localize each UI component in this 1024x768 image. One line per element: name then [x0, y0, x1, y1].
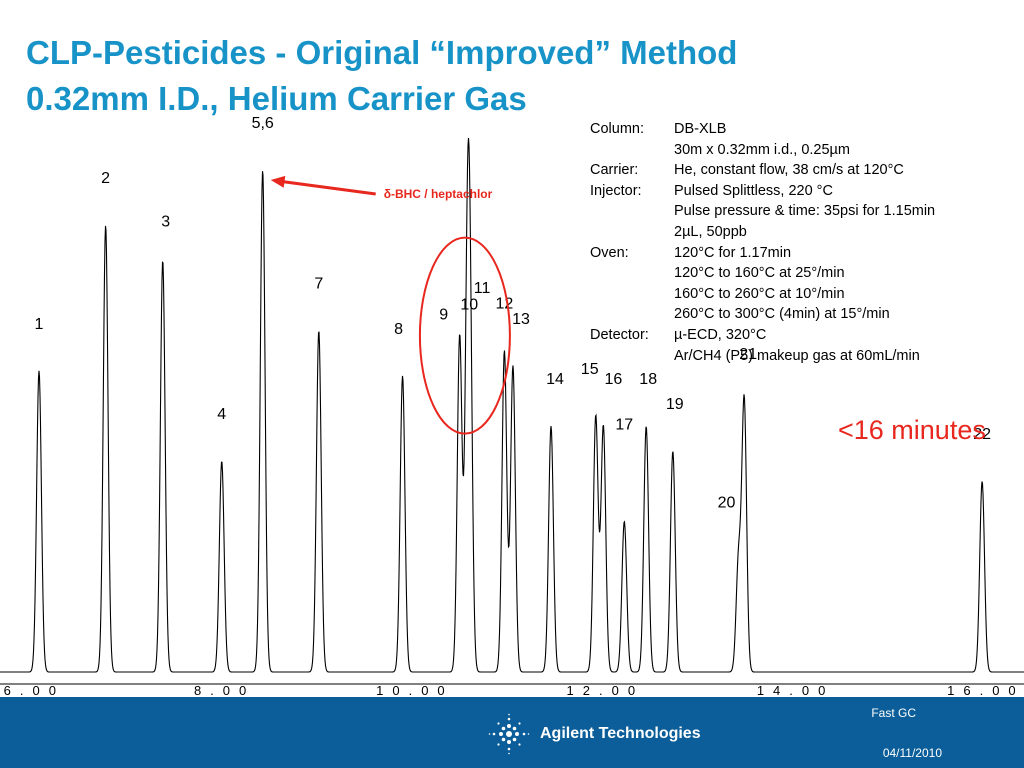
- peak-label: 1: [35, 316, 44, 333]
- method-row-value: 160°C to 260°C at 10°/min: [674, 285, 845, 302]
- peak-label: 19: [666, 396, 684, 413]
- method-row-value: 120°C to 160°C at 25°/min: [674, 265, 845, 282]
- peak-label: 18: [639, 371, 657, 388]
- annotation-arrow: [282, 180, 376, 196]
- method-row-value: Pulse pressure & time: 35psi for 1.15min: [674, 203, 936, 220]
- chromatogram-trace: [0, 137, 1024, 673]
- peak-label: 13: [512, 311, 530, 328]
- chromatogram: 6.00 8.00 10.00 12.00 14.00 16.00 12345,67891…: [0, 115, 1024, 697]
- run-time-note: <16 minutes: [838, 415, 986, 445]
- method-row-label: Column:: [590, 121, 644, 137]
- peak-label: 12: [496, 296, 514, 313]
- method-row-value: Ar/CH4 (P5) makeup gas at 60mL/min: [674, 347, 920, 364]
- annotation-arrowhead: [270, 175, 286, 188]
- footer-bar: Agilent Technologies Fast GC 04/11/2010: [0, 697, 1024, 768]
- slide-title-line1: CLP-Pesticides - Original “Improved” Met…: [26, 34, 738, 71]
- peak-label: 8: [394, 321, 403, 338]
- peak-label: 9: [439, 307, 448, 324]
- method-row-label: Oven:: [590, 244, 629, 261]
- slide-title: CLP-Pesticides - Original “Improved” Met…: [26, 30, 737, 122]
- agilent-logo: Agilent Technologies: [488, 713, 708, 755]
- x-tick-label: 12.00: [567, 683, 645, 697]
- agilent-spark-icon: [488, 713, 530, 755]
- method-row-label: Detector:: [590, 326, 649, 343]
- peak-label: 17: [615, 416, 633, 433]
- slide-title-line2: 0.32mm I.D., Helium Carrier Gas: [26, 80, 527, 117]
- peak-label: 16: [605, 371, 623, 388]
- peak-label: 5,6: [252, 115, 274, 132]
- peak-label: 20: [718, 495, 736, 512]
- method-row-value: 30m x 0.32mm i.d., 0.25µm: [674, 141, 850, 158]
- annotation-label: δ-BHC / heptachlor: [384, 187, 493, 201]
- method-row-label: Injector:: [590, 182, 642, 199]
- method-row-value: 260°C to 300°C (4min) at 15°/min: [674, 306, 890, 323]
- agilent-logo-text: Agilent Technologies: [540, 725, 701, 742]
- peak-label: 10: [460, 297, 478, 314]
- footer-date: 04/11/2010: [882, 746, 942, 760]
- peak-label: 15: [581, 361, 599, 378]
- method-row-value: µ-ECD, 320°C: [674, 326, 767, 343]
- peak-label: 7: [314, 276, 323, 293]
- x-tick-labels: 6.00 8.00 10.00 12.00 14.00 16.00: [4, 683, 1024, 697]
- peak-label: 3: [161, 213, 170, 230]
- footer-title: Fast GC: [871, 706, 916, 720]
- method-row-label: Carrier:: [590, 162, 639, 179]
- peak-label: 21: [739, 346, 757, 363]
- method-row-value: DB-XLB: [674, 121, 727, 137]
- peak-label: 2: [101, 170, 110, 187]
- peak-label: 22: [973, 426, 991, 443]
- method-row-value: He, constant flow, 38 cm/s at 120°C: [674, 162, 904, 179]
- peak-label: 14: [546, 371, 564, 388]
- x-tick-label: 8.00: [194, 683, 255, 697]
- x-tick-label: 10.00: [376, 683, 454, 697]
- x-tick-label: 6.00: [4, 683, 65, 697]
- method-row-value: 120°C for 1.17min: [674, 244, 792, 261]
- x-tick-label: 14.00: [757, 683, 835, 697]
- method-row-value: Pulsed Splittless, 220 °C: [674, 182, 833, 199]
- peak-label: 4: [217, 406, 226, 423]
- x-tick-label: 16.00: [947, 683, 1024, 697]
- highlight-ellipse: [418, 236, 511, 435]
- peak-label: 11: [474, 280, 491, 297]
- method-row-value: 2µL, 50ppb: [674, 223, 747, 240]
